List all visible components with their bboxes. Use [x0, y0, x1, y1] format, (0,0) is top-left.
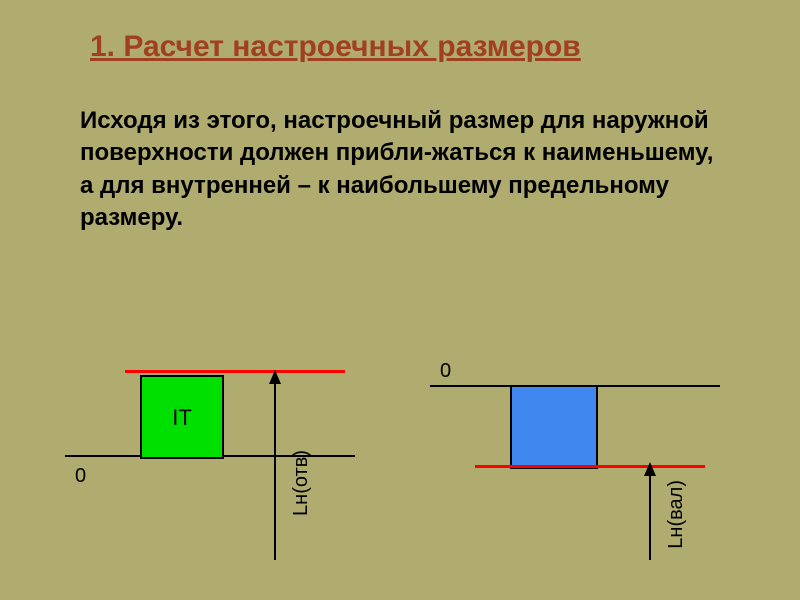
- dimension-label-hole: Lн(отв): [290, 450, 313, 516]
- dimension-arrow-head-hole: [269, 370, 281, 384]
- dimension-arrow-head-shaft: [644, 462, 656, 476]
- setting-size-line-shaft: [475, 465, 705, 468]
- dimension-label-shaft: Lн(вал): [665, 480, 688, 549]
- zero-label: 0: [440, 360, 451, 383]
- tolerance-box-hole: IT: [140, 375, 224, 459]
- dimension-arrow-shaft-hole: [274, 378, 276, 560]
- tolerance-box-shaft: [510, 385, 598, 469]
- tolerance-label-it: IT: [142, 405, 222, 431]
- slide-body-text: Исходя из этого, настроечный размер для …: [80, 105, 720, 235]
- slide-title: 1. Расчет настроечных размеров: [90, 30, 581, 64]
- zero-label: 0: [75, 465, 86, 488]
- setting-size-line-hole: [125, 370, 345, 373]
- diagram-hole: 0 IT Lн(отв): [65, 330, 355, 560]
- dimension-arrow-shaft-shaft: [649, 470, 651, 560]
- slide: 1. Расчет настроечных размеров Исходя из…: [0, 0, 800, 600]
- diagram-shaft: 0 Lн(вал): [430, 330, 720, 560]
